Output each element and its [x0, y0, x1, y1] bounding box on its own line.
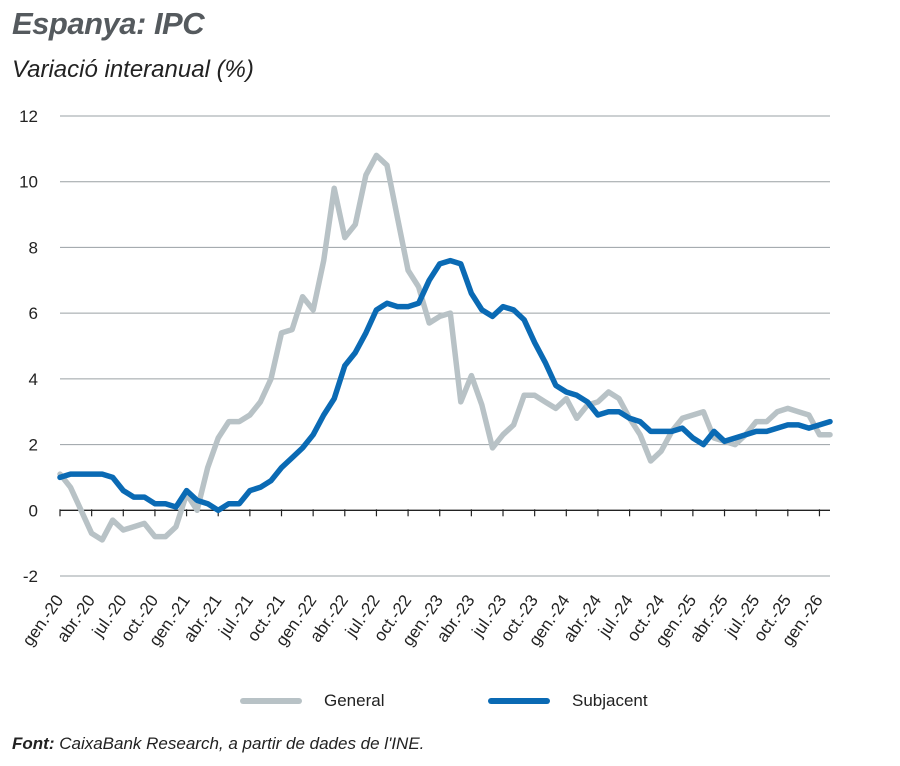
line-chart: -2024681012gen.-20abr.-20jul.-20oct.-20g… [19, 107, 833, 650]
chart-legend: General Subjacent [0, 688, 900, 714]
source-note: Font: CaixaBank Research, a partir de da… [12, 734, 424, 754]
legend-swatch-general [240, 698, 302, 704]
legend-label-subjacent: Subjacent [572, 691, 648, 710]
chart-subtitle: Variació interanual (%) [12, 56, 254, 83]
series-line-subjacent [57, 257, 833, 514]
legend-item-general: General [240, 688, 384, 714]
y-tick-label: 10 [19, 173, 38, 192]
legend-swatch-subjacent [488, 698, 550, 704]
source-text: CaixaBank Research, a partir de dades de… [59, 734, 425, 753]
source-label: Font: [12, 734, 55, 753]
y-tick-label: 12 [19, 107, 38, 126]
y-tick-label: -2 [23, 567, 38, 586]
y-tick-label: 0 [29, 501, 38, 520]
legend-label-general: General [324, 691, 385, 710]
y-tick-label: 6 [29, 304, 38, 323]
chart-title: Espanya: IPC [12, 6, 205, 41]
series-line-general [57, 152, 833, 543]
legend-item-subjacent: Subjacent [488, 688, 648, 714]
y-tick-label: 8 [29, 238, 38, 257]
y-tick-label: 2 [29, 436, 38, 455]
y-tick-label: 4 [29, 370, 38, 389]
